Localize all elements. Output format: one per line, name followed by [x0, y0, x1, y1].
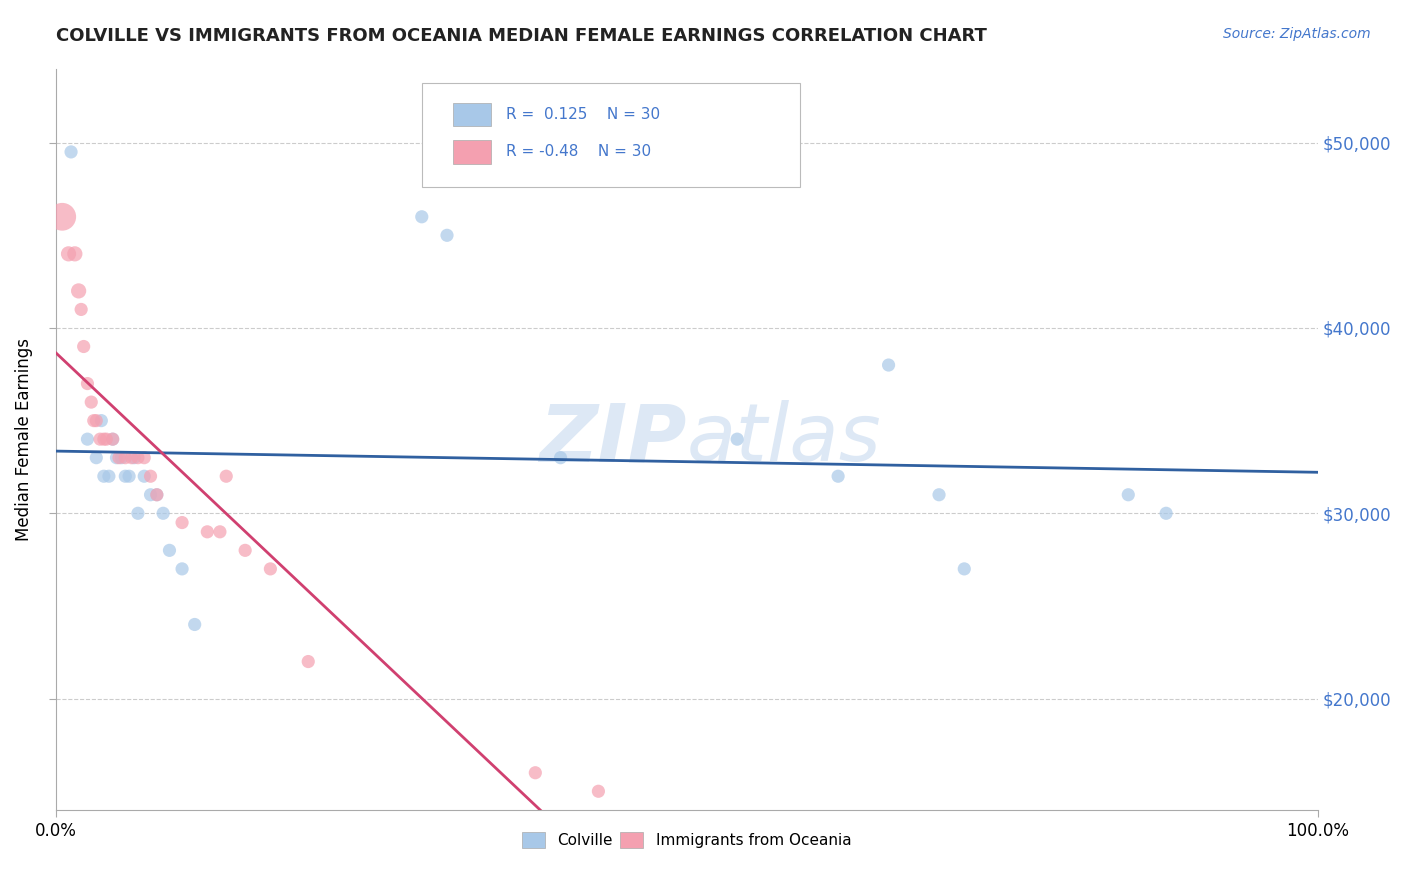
Point: [411, 210, 433, 224]
Point: [67, 284, 90, 298]
Text: ZIP: ZIP: [540, 401, 686, 478]
Point: [259, 562, 281, 576]
Point: [76, 376, 98, 391]
Point: [121, 450, 143, 465]
Point: [84, 450, 107, 465]
Point: [146, 488, 169, 502]
Point: [63, 247, 86, 261]
Point: [215, 469, 238, 483]
Point: [93, 469, 115, 483]
Y-axis label: Median Female Earnings: Median Female Earnings: [15, 338, 32, 541]
Point: [80, 395, 103, 409]
Point: [114, 469, 136, 483]
FancyBboxPatch shape: [453, 140, 491, 164]
Point: [58, 247, 80, 261]
Point: [51, 210, 73, 224]
Point: [90, 414, 112, 428]
Point: [83, 414, 105, 428]
Point: [89, 432, 111, 446]
Point: [118, 469, 141, 483]
Point: [588, 784, 610, 798]
Point: [93, 432, 115, 446]
Point: [76, 432, 98, 446]
Point: [524, 765, 547, 780]
Point: [84, 414, 107, 428]
Point: [170, 516, 193, 530]
Point: [105, 450, 128, 465]
Point: [127, 506, 149, 520]
Point: [877, 358, 900, 372]
Point: [827, 469, 849, 483]
Point: [139, 469, 162, 483]
Text: COLVILLE VS IMMIGRANTS FROM OCEANIA MEDIAN FEMALE EARNINGS CORRELATION CHART: COLVILLE VS IMMIGRANTS FROM OCEANIA MEDI…: [56, 27, 987, 45]
Point: [73, 339, 96, 353]
Point: [1154, 506, 1177, 520]
Point: [170, 562, 193, 576]
Point: [114, 450, 136, 465]
Point: [108, 450, 131, 465]
FancyBboxPatch shape: [453, 103, 491, 127]
Point: [97, 469, 120, 483]
Point: [550, 450, 572, 465]
Point: [134, 450, 156, 465]
Legend: Colville, Immigrants from Oceania: Colville, Immigrants from Oceania: [516, 826, 858, 854]
Point: [146, 488, 169, 502]
Text: Source: ZipAtlas.com: Source: ZipAtlas.com: [1223, 27, 1371, 41]
Point: [725, 432, 748, 446]
Point: [110, 450, 132, 465]
Point: [152, 506, 174, 520]
Point: [122, 450, 145, 465]
Point: [70, 302, 93, 317]
Text: atlas: atlas: [686, 401, 882, 478]
Point: [436, 228, 458, 243]
Point: [953, 562, 976, 576]
Point: [134, 469, 156, 483]
Text: R = -0.48    N = 30: R = -0.48 N = 30: [506, 145, 651, 160]
Point: [1116, 488, 1139, 502]
Point: [96, 432, 118, 446]
Point: [139, 488, 162, 502]
Point: [159, 543, 181, 558]
Point: [101, 432, 124, 446]
Point: [127, 450, 149, 465]
Point: [183, 617, 205, 632]
Point: [208, 524, 231, 539]
Point: [60, 145, 83, 159]
Point: [297, 655, 319, 669]
FancyBboxPatch shape: [422, 83, 800, 187]
Text: R =  0.125    N = 30: R = 0.125 N = 30: [506, 107, 661, 122]
Point: [233, 543, 256, 558]
Point: [928, 488, 950, 502]
Point: [101, 432, 124, 446]
Point: [195, 524, 218, 539]
